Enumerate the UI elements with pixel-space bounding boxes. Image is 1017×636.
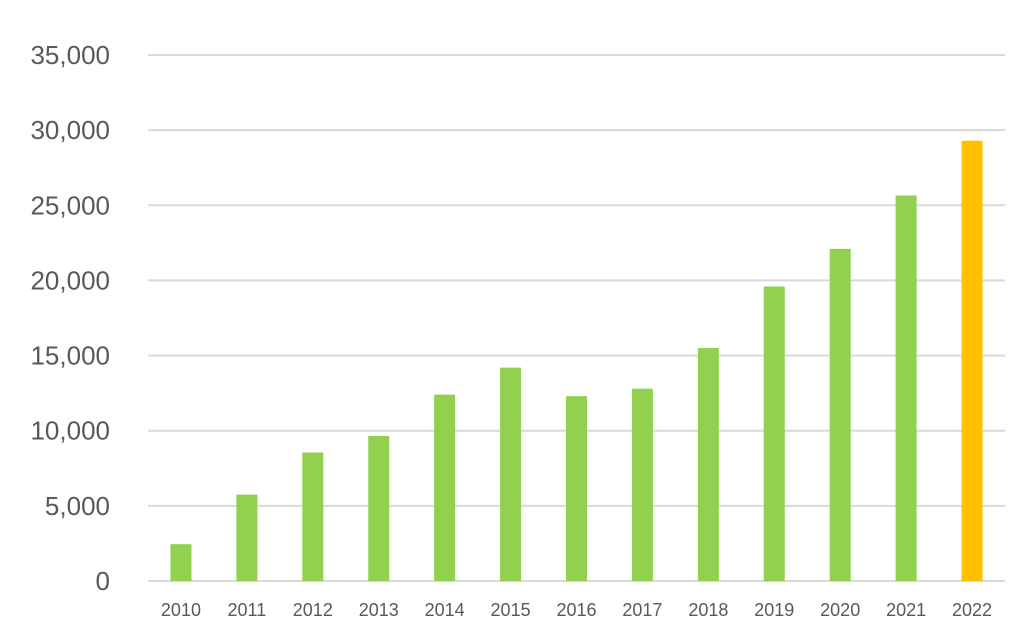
x-tick-label: 2016 [556, 600, 596, 620]
x-tick-label: 2018 [688, 600, 728, 620]
x-axis-ticks: 2010 2011 2012 2013 2014 2015 2016 2017 2018 2019… [161, 600, 992, 620]
x-tick-label: 2022 [952, 600, 992, 620]
bar-2020 [829, 248, 851, 581]
bar-2014 [434, 394, 456, 581]
bar-2016 [566, 396, 587, 581]
y-tick-label: 35,000 [30, 40, 110, 70]
y-tick-label: 30,000 [30, 115, 110, 145]
bar-2022 [961, 140, 983, 581]
bar-2019 [763, 286, 785, 581]
y-tick-label: 10,000 [30, 416, 110, 446]
bar-2018 [697, 348, 719, 581]
x-tick-label: 2019 [754, 600, 794, 620]
y-tick-label: 15,000 [30, 341, 110, 371]
bar-2010 [170, 544, 192, 581]
x-tick-label: 2015 [491, 600, 531, 620]
bar-2017 [631, 388, 653, 581]
y-axis-ticks: 0 5,000 10,000 15,000 20,000 25,000 30,000 35,0… [30, 40, 110, 596]
x-tick-label: 2010 [161, 600, 201, 620]
bar-2013 [368, 435, 390, 581]
bar-2021 [895, 195, 917, 581]
x-tick-label: 2014 [425, 600, 465, 620]
y-tick-label: 0 [96, 566, 110, 596]
x-tick-label: 2017 [622, 600, 662, 620]
bar-2015 [500, 367, 522, 581]
x-tick-label: 2021 [886, 600, 926, 620]
y-tick-label: 25,000 [30, 190, 110, 220]
x-tick-label: 2013 [359, 600, 399, 620]
x-tick-label: 2011 [228, 600, 267, 620]
y-tick-label: 20,000 [30, 265, 110, 295]
x-tick-label: 2012 [293, 600, 333, 620]
x-tick-label: 2020 [820, 600, 860, 620]
bars [170, 140, 983, 581]
bar-2011 [236, 494, 258, 581]
y-tick-label: 5,000 [45, 491, 110, 521]
bar-2012 [302, 452, 324, 581]
